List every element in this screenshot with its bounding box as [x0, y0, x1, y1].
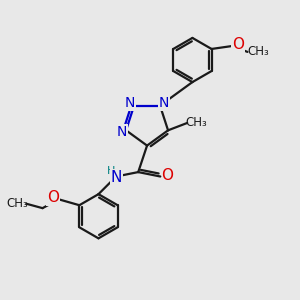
Text: N: N: [125, 96, 135, 110]
Text: N: N: [110, 170, 122, 185]
Text: N: N: [159, 96, 169, 110]
Text: H: H: [107, 166, 115, 176]
Text: O: O: [161, 167, 173, 182]
Text: N: N: [116, 125, 127, 139]
Text: CH₃: CH₃: [6, 197, 28, 210]
Text: O: O: [47, 190, 59, 205]
Text: CH₃: CH₃: [247, 45, 269, 58]
Text: CH₃: CH₃: [186, 116, 208, 129]
Text: O: O: [232, 37, 244, 52]
